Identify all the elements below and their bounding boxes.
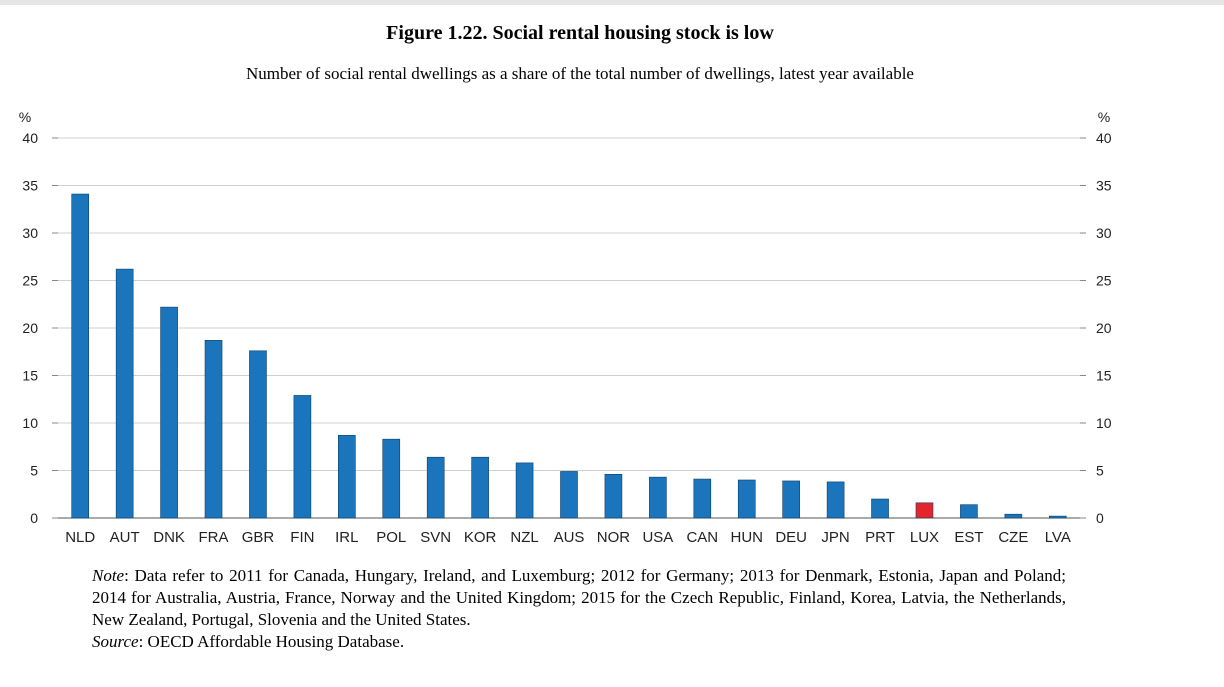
x-tick-label: SVN xyxy=(420,529,451,546)
x-tick-label: KOR xyxy=(464,529,497,546)
x-tick-label: NZL xyxy=(510,529,538,546)
top-border xyxy=(0,0,1224,5)
x-tick-label: EST xyxy=(954,529,983,546)
y-tick-label-right: 0 xyxy=(1096,510,1104,526)
y-tick-label-left: 15 xyxy=(22,368,38,384)
source-paragraph: Source: OECD Affordable Housing Database… xyxy=(92,631,1066,653)
x-tick-label: USA xyxy=(642,529,673,546)
bar-irl xyxy=(338,435,356,519)
bar-gbr xyxy=(249,350,267,519)
y-tick-label-left: 10 xyxy=(22,415,38,431)
y-tick-label-left: 40 xyxy=(22,130,38,146)
x-tick-label: GBR xyxy=(242,529,275,546)
bar-jpn xyxy=(826,481,845,519)
bar-nld xyxy=(71,193,90,519)
bar-fra xyxy=(204,340,223,519)
bar-pol xyxy=(382,438,401,519)
source-label: Source xyxy=(92,632,139,651)
x-tick-label: FIN xyxy=(290,529,314,546)
x-tick-label: DNK xyxy=(153,529,185,546)
source-text: : OECD Affordable Housing Database. xyxy=(138,632,405,651)
chart-notes: Note: Data refer to 2011 for Canada, Hun… xyxy=(92,565,1066,653)
bar-nor xyxy=(604,473,623,519)
x-tick-label: LVA xyxy=(1045,529,1071,546)
bar-aut xyxy=(115,268,134,519)
bar-chart: 0 0 5 5 10 10 15 15 20 20 25 25 30 30 35 35 40 40% % NLD AUT… xyxy=(19,109,1112,546)
y-tick-label-right: 35 xyxy=(1096,178,1112,194)
bar-nzl xyxy=(515,462,534,519)
x-tick-label: CZE xyxy=(998,529,1028,546)
y-tick-label-left: 0 xyxy=(30,510,38,526)
y-tick-label-left: 30 xyxy=(22,225,38,241)
x-tick-label: IRL xyxy=(335,529,358,546)
bar-aus xyxy=(560,471,578,519)
y-tick-label-left: 35 xyxy=(22,178,38,194)
x-tick-label: LUX xyxy=(910,529,939,546)
y-tick-label-right: 10 xyxy=(1096,415,1112,431)
x-tick-label: HUN xyxy=(730,529,763,546)
y-tick-label-right: 40 xyxy=(1096,130,1112,146)
bar-cze xyxy=(1004,513,1023,519)
bar-prt xyxy=(871,498,889,519)
bar-lux xyxy=(915,502,934,519)
y-axis-unit-right: % xyxy=(1098,109,1110,125)
note-label: Note xyxy=(92,566,125,585)
chart-title: Figure 1.22. Social rental housing stock… xyxy=(386,22,774,44)
note-text: : Data refer to 2011 for Canada, Hungary… xyxy=(92,566,1066,629)
x-tick-label: DEU xyxy=(775,529,807,546)
y-tick-label-right: 25 xyxy=(1096,273,1112,289)
bar-est xyxy=(960,504,978,519)
y-tick-label-right: 30 xyxy=(1096,225,1112,241)
bar-fin xyxy=(293,395,312,519)
y-tick-label-right: 5 xyxy=(1096,463,1104,479)
note-paragraph: Note: Data refer to 2011 for Canada, Hun… xyxy=(92,565,1066,631)
x-tick-label: AUS xyxy=(554,529,585,546)
bar-deu xyxy=(782,480,800,519)
bar-svn xyxy=(426,456,445,519)
x-tick-label: POL xyxy=(376,529,406,546)
y-tick-label-left: 25 xyxy=(22,273,38,289)
x-tick-label: FRA xyxy=(199,529,229,546)
bar-hun xyxy=(737,479,756,519)
x-tick-label: JPN xyxy=(821,529,849,546)
x-tick-label: CAN xyxy=(686,529,718,546)
bar-usa xyxy=(649,476,667,519)
x-tick-label: AUT xyxy=(110,529,140,546)
bar-lva xyxy=(1048,515,1067,519)
x-tick-label: NLD xyxy=(65,529,95,546)
bar-dnk xyxy=(160,306,178,519)
y-tick-label-right: 20 xyxy=(1096,320,1112,336)
chart-subtitle: Number of social rental dwellings as a s… xyxy=(246,64,914,83)
bar-can xyxy=(693,478,712,519)
x-tick-label: NOR xyxy=(597,529,631,546)
bar-kor xyxy=(471,456,489,519)
y-tick-label-left: 5 xyxy=(30,463,38,479)
y-tick-label-left: 20 xyxy=(22,320,38,336)
y-axis-unit-left: % xyxy=(19,109,31,125)
y-tick-label-right: 15 xyxy=(1096,368,1112,384)
x-tick-label: PRT xyxy=(865,529,895,546)
